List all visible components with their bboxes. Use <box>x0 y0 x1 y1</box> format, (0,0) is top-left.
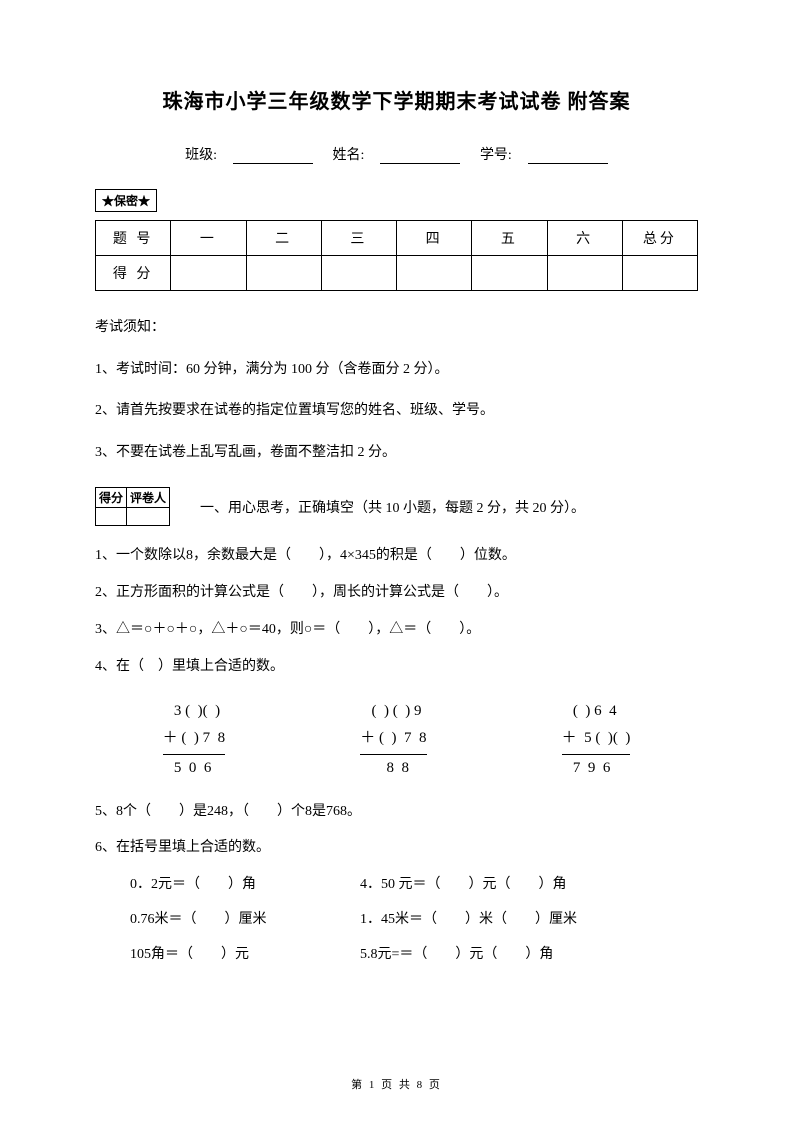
instruction-line: 1、考试时间：60 分钟，满分为 100 分（含卷面分 2 分）。 <box>95 353 698 387</box>
arith-line: ( ) ( ) 9 <box>360 698 426 725</box>
conversion-cell: 4．50 元＝（ ）元（ ）角 <box>360 870 698 901</box>
instruction-line: 3、不要在试卷上乱写乱画，卷面不整洁扣 2 分。 <box>95 436 698 470</box>
score-cell[interactable] <box>622 256 697 291</box>
header-cell: 六 <box>547 221 622 256</box>
name-label: 姓名: <box>333 148 365 163</box>
questions: 1、一个数除以8，余数最大是（ ），4×345的积是（ ）位数。 2、正方形面积… <box>95 541 698 970</box>
question-2: 2、正方形面积的计算公式是（ ），周长的计算公式是（ ）。 <box>95 578 698 609</box>
name-blank[interactable] <box>380 150 460 164</box>
question-5: 5、8个（ ）是248，（ ）个8是768。 <box>95 797 698 828</box>
conversion-cell: 5.8元=＝（ ）元（ ）角 <box>360 940 698 971</box>
small-table-cell: 得分 <box>96 488 127 508</box>
question-3: 3、△＝○＋○＋○，△＋○＝40，则○＝（ ），△＝（ ）。 <box>95 615 698 646</box>
header-cell: 一 <box>171 221 246 256</box>
header-cell: 四 <box>397 221 472 256</box>
header-cell: 三 <box>321 221 396 256</box>
section-header: 得分 评卷人 一、用心思考，正确填空（共 10 小题，每题 2 分，共 20 分… <box>95 487 698 526</box>
header-cell: 二 <box>246 221 321 256</box>
class-label: 班级: <box>185 148 217 163</box>
score-cell[interactable] <box>171 256 246 291</box>
grader-table: 得分 评卷人 <box>95 487 170 526</box>
header-cell: 题 号 <box>96 221 171 256</box>
instructions: 考试须知： 1、考试时间：60 分钟，满分为 100 分（含卷面分 2 分）。 … <box>95 311 698 469</box>
arith-line: ＋ ( ) 7 8 <box>163 725 226 755</box>
arithmetic-block-3: ( ) 6 4 ＋ 5 ( )( ) 7 9 6 <box>562 698 631 782</box>
arith-line: 5 0 6 <box>163 755 226 782</box>
question-1: 1、一个数除以8，余数最大是（ ），4×345的积是（ ）位数。 <box>95 541 698 572</box>
conversion-cell: 0.76米＝（ ）厘米 <box>130 905 360 936</box>
arithmetic-row: 3 ( )( ) ＋ ( ) 7 8 5 0 6 ( ) ( ) 9 ＋ ( )… <box>95 698 698 782</box>
conversion-cell: 105角＝（ ）元 <box>130 940 360 971</box>
conversion-row: 105角＝（ ）元 5.8元=＝（ ）元（ ）角 <box>130 940 698 971</box>
student-info-line: 班级: 姓名: 学号: <box>95 144 698 164</box>
score-cell[interactable] <box>397 256 472 291</box>
secret-stamp: ★保密★ <box>95 189 157 212</box>
conversion-cell: 1．45米＝（ ）米（ ）厘米 <box>360 905 698 936</box>
arithmetic-block-1: 3 ( )( ) ＋ ( ) 7 8 5 0 6 <box>163 698 226 782</box>
small-table-cell: 评卷人 <box>127 488 170 508</box>
small-table-blank[interactable] <box>96 508 127 526</box>
table-row: 得 分 <box>96 256 698 291</box>
arith-line: 8 8 <box>360 755 426 782</box>
conversion-row: 0.76米＝（ ）厘米 1．45米＝（ ）米（ ）厘米 <box>130 905 698 936</box>
arith-line: ＋ 5 ( )( ) <box>562 725 631 755</box>
conversion-cell: 0．2元＝（ ）角 <box>130 870 360 901</box>
small-table-blank[interactable] <box>127 508 170 526</box>
id-label: 学号: <box>480 148 512 163</box>
arith-line: 3 ( )( ) <box>163 698 226 725</box>
class-blank[interactable] <box>233 150 313 164</box>
section-title: 一、用心思考，正确填空（共 10 小题，每题 2 分，共 20 分）。 <box>200 497 585 517</box>
score-cell[interactable] <box>321 256 396 291</box>
question-4: 4、在（ ）里填上合适的数。 <box>95 652 698 683</box>
conversion-row: 0．2元＝（ ）角 4．50 元＝（ ）元（ ）角 <box>130 870 698 901</box>
arith-line: 7 9 6 <box>562 755 631 782</box>
table-row: 题 号 一 二 三 四 五 六 总分 <box>96 221 698 256</box>
instruction-line: 2、请首先按要求在试卷的指定位置填写您的姓名、班级、学号。 <box>95 394 698 428</box>
arith-line: ( ) 6 4 <box>562 698 631 725</box>
id-blank[interactable] <box>528 150 608 164</box>
header-cell: 五 <box>472 221 547 256</box>
score-cell[interactable] <box>547 256 622 291</box>
score-label-cell: 得 分 <box>96 256 171 291</box>
question-6: 6、在括号里填上合适的数。 <box>95 833 698 864</box>
instructions-header: 考试须知： <box>95 311 698 345</box>
arith-line: ＋ ( ) 7 8 <box>360 725 426 755</box>
header-cell: 总分 <box>622 221 697 256</box>
arithmetic-block-2: ( ) ( ) 9 ＋ ( ) 7 8 8 8 <box>360 698 426 782</box>
page-title: 珠海市小学三年级数学下学期期末考试试卷 附答案 <box>95 85 698 114</box>
score-table: 题 号 一 二 三 四 五 六 总分 得 分 <box>95 220 698 291</box>
page-footer: 第 1 页 共 8 页 <box>0 1076 793 1092</box>
score-cell[interactable] <box>472 256 547 291</box>
score-cell[interactable] <box>246 256 321 291</box>
